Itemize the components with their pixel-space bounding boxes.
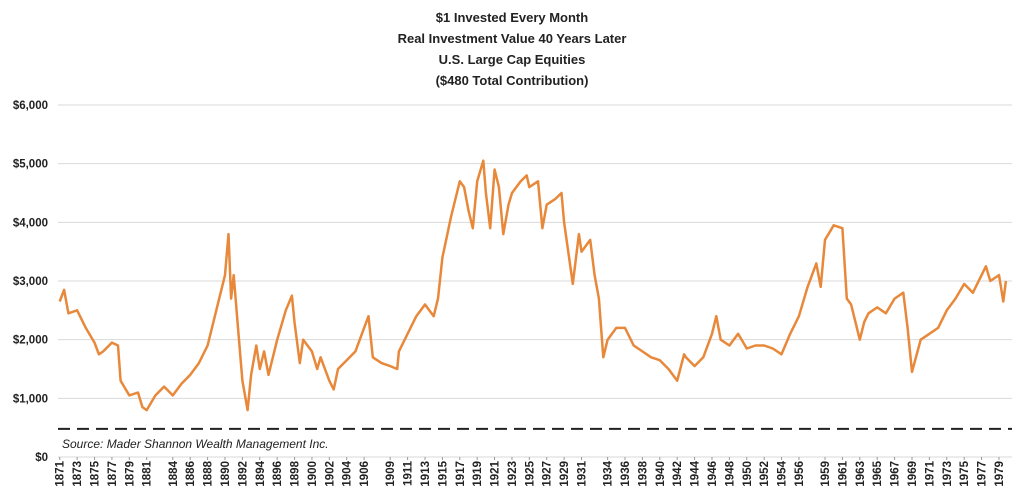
x-tick-label: 1911: [403, 460, 415, 486]
source-note: Source: Mader Shannon Wealth Management …: [62, 437, 329, 451]
x-tick-label: 1881: [142, 460, 154, 486]
y-tick-label: $3,000: [13, 276, 48, 288]
x-tick-label: 1900: [307, 461, 319, 487]
x-tick-label: 1906: [359, 461, 371, 487]
x-tick-label: 1898: [290, 460, 302, 486]
x-tick-label: 1925: [524, 460, 536, 486]
x-tick-label: 1904: [342, 460, 354, 486]
x-tick-label: 1921: [490, 460, 502, 486]
x-tick-label: 1940: [655, 461, 667, 487]
x-tick-label: 1965: [872, 460, 884, 486]
x-tick-label: 1963: [855, 461, 867, 487]
x-tick-label: 1892: [237, 461, 249, 487]
x-tick-label: 1936: [620, 461, 632, 487]
x-tick-label: 1894: [255, 460, 267, 486]
y-tick-label: $0: [35, 452, 48, 464]
x-tick-label: 1913: [420, 461, 432, 487]
x-tick-label: 1946: [707, 461, 719, 487]
chart-title: $1 Invested Every Month: [436, 10, 588, 25]
x-tick-label: 1959: [820, 461, 832, 487]
x-tick-label: 1938: [637, 460, 649, 486]
x-tick-label: 1934: [603, 460, 615, 486]
x-tick-label: 1871: [55, 460, 67, 486]
x-tick-label: 1890: [220, 461, 232, 487]
x-tick-label: 1879: [124, 461, 136, 487]
x-tick-label: 1886: [185, 461, 197, 487]
x-tick-label: 1888: [203, 460, 215, 486]
x-tick-label: 1909: [385, 461, 397, 487]
x-tick-label: 1950: [742, 461, 754, 487]
chart-title: Real Investment Value 40 Years Later: [398, 31, 627, 46]
x-tick-label: 1875: [90, 460, 102, 486]
data-line: [58, 159, 1008, 412]
chart-title: ($480 Total Contribution): [436, 73, 589, 88]
x-tick-label: 1919: [472, 461, 484, 487]
x-tick-label: 1873: [72, 461, 84, 487]
chart-title: U.S. Large Cap Equities: [439, 52, 586, 67]
x-tick-label: 1977: [977, 461, 989, 487]
y-tick-label: $1,000: [13, 393, 48, 405]
x-tick-label: 1915: [437, 460, 449, 486]
x-tick-label: 1896: [272, 461, 284, 487]
x-tick-label: 1956: [794, 461, 806, 487]
x-tick-label: 1877: [107, 461, 119, 487]
x-tick-label: 1971: [924, 460, 936, 486]
x-tick-label: 1954: [777, 460, 789, 486]
x-tick-label: 1973: [942, 461, 954, 487]
x-tick-label: 1902: [324, 461, 336, 487]
x-tick-label: 1917: [455, 461, 467, 487]
x-tick-label: 1923: [507, 461, 519, 487]
y-tick-label: $2,000: [13, 335, 48, 347]
y-tick-label: $6,000: [13, 100, 48, 112]
x-tick-label: 1927: [542, 461, 554, 487]
x-tick-label: 1948: [724, 460, 736, 486]
x-tick-label: 1979: [994, 461, 1006, 487]
x-tick-label: 1944: [690, 460, 702, 486]
x-tick-label: 1961: [837, 460, 849, 486]
x-tick-label: 1975: [959, 460, 971, 486]
x-tick-label: 1929: [559, 461, 571, 487]
x-tick-label: 1952: [759, 461, 771, 487]
x-tick-label: 1942: [672, 461, 684, 487]
x-tick-label: 1969: [907, 461, 919, 487]
x-tick-label: 1884: [168, 460, 180, 486]
y-tick-label: $5,000: [13, 159, 48, 171]
x-tick-label: 1931: [577, 460, 589, 486]
y-tick-label: $4,000: [13, 217, 48, 229]
x-tick-label: 1967: [890, 461, 902, 487]
